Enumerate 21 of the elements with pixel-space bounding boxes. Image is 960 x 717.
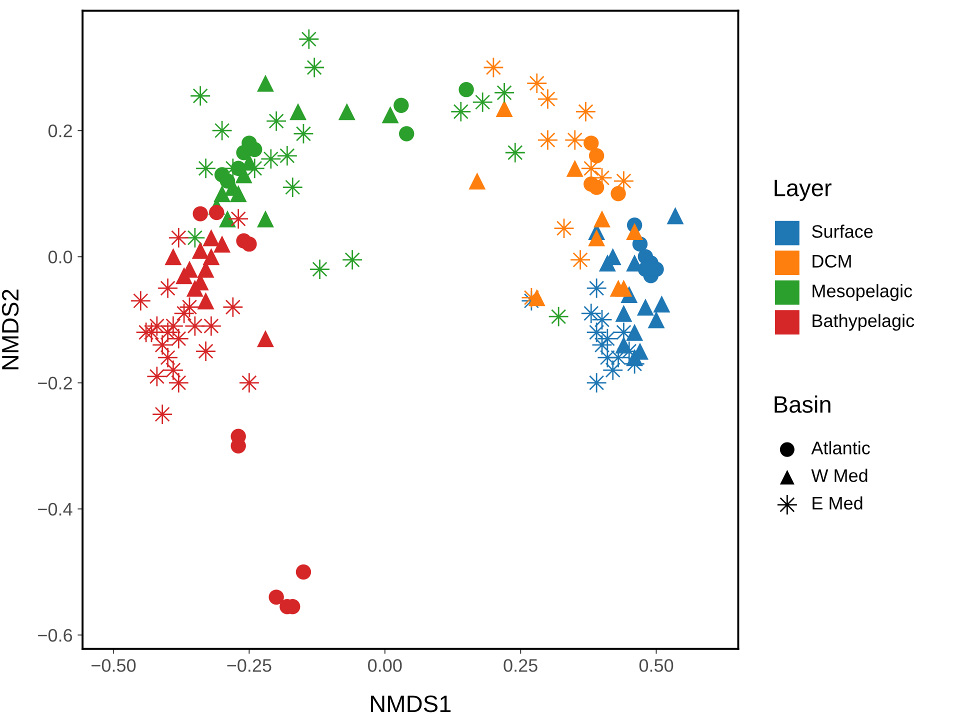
x-tick-label: 0.00 (368, 659, 402, 672)
x-tick-label: 0.50 (639, 659, 674, 672)
y-tick-label: −0.2 (38, 376, 72, 390)
y-tick-label: 0.0 (48, 250, 72, 264)
x-tick-label: 0.25 (504, 659, 538, 672)
text: Atlantic (811, 441, 870, 454)
y-tick-label: 0.2 (48, 124, 72, 138)
text: Layer (774, 180, 832, 202)
text: DCM (812, 254, 851, 268)
text: E Med (812, 496, 862, 510)
y-tick-label: −0.4 (38, 502, 72, 516)
text: W Med (811, 468, 868, 482)
y-axis-title: NMDS2 (2, 290, 19, 370)
x-tick-label: −0.25 (227, 659, 272, 672)
text: Bathypelagic (812, 314, 914, 331)
x-axis-title: NMDS1 (371, 696, 451, 712)
x-tick-label: −0.50 (92, 659, 136, 672)
text: Surface (812, 224, 873, 238)
text: Basin (774, 396, 830, 413)
y-tick-label: −0.6 (38, 628, 72, 642)
text: Mesopelagic (812, 284, 912, 301)
